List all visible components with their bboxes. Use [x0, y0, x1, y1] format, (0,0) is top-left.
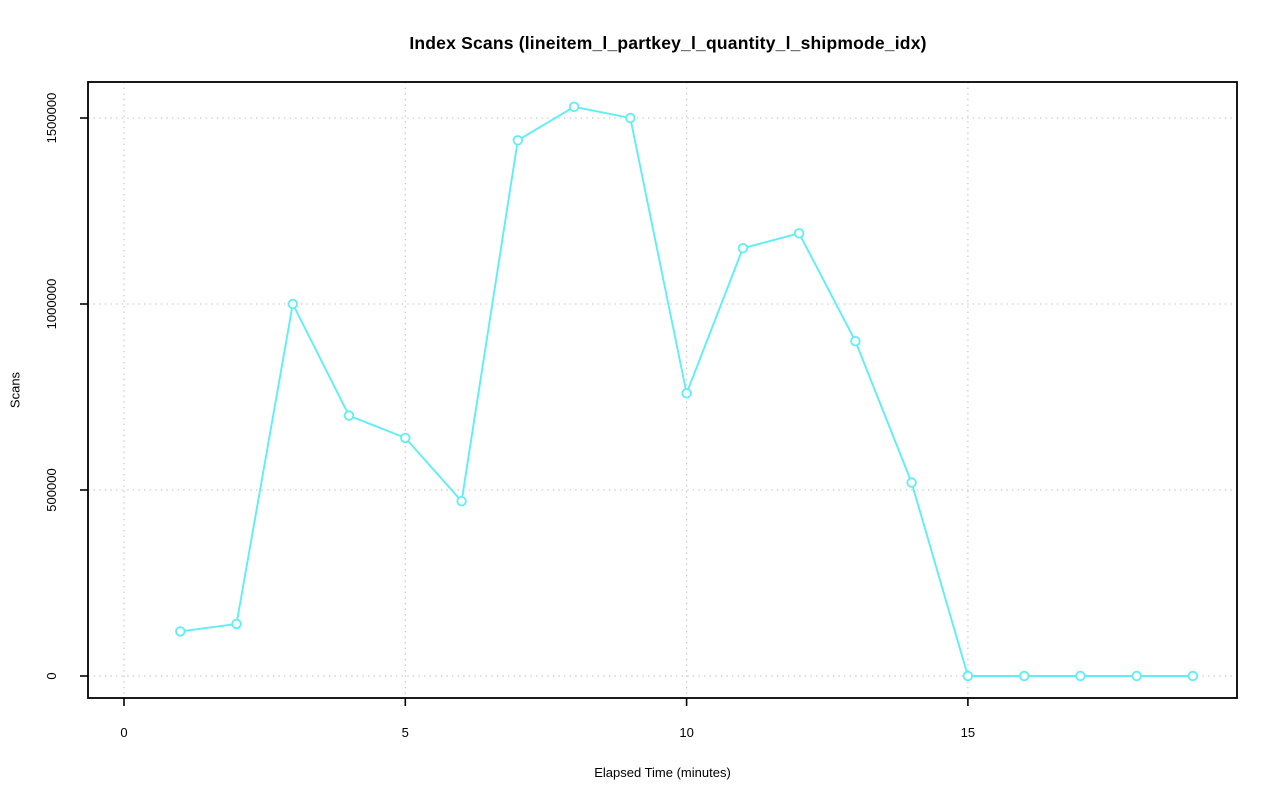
data-point-marker [906, 477, 917, 488]
data-point-marker [1018, 670, 1030, 682]
data-point-marker [1075, 670, 1086, 682]
data-point-marker [400, 432, 411, 444]
chart-title: Index Scans (lineitem_l_partkey_l_quanti… [409, 33, 927, 53]
data-point-marker [625, 112, 636, 124]
data-point-marker [1187, 670, 1199, 682]
data-point-marker [681, 388, 692, 399]
data-point-marker [1131, 670, 1142, 682]
y-tick-label: 1000000 [44, 279, 59, 330]
data-point-marker [343, 410, 355, 421]
data-point-marker [175, 626, 186, 637]
grid-lines [88, 82, 1237, 698]
data-point-marker [850, 336, 861, 347]
data-point-marker [737, 242, 749, 254]
x-tick-label: 15 [961, 725, 975, 740]
y-tick-label: 500000 [44, 468, 59, 511]
y-tick-label: 1500000 [44, 93, 59, 144]
axis-tick-labels: 0 5 10 15 0 500000 1000000 1500000 [44, 93, 975, 740]
axis-ticks [80, 117, 969, 706]
x-tick-label: 10 [679, 725, 693, 740]
data-point-marker [793, 228, 805, 239]
data-point-marker [287, 298, 299, 310]
x-axis-label: Elapsed Time (minutes) [594, 765, 731, 780]
data-point-marker [512, 135, 524, 146]
y-tick-label: 0 [44, 672, 59, 679]
x-tick-label: 0 [120, 725, 127, 740]
plot-border [87, 81, 1238, 699]
data-point-marker [456, 496, 467, 507]
series-markers [175, 101, 1199, 682]
data-point-marker [568, 101, 580, 113]
data-point-marker [231, 618, 242, 630]
x-tick-label: 5 [402, 725, 409, 740]
data-point-marker [962, 670, 974, 682]
